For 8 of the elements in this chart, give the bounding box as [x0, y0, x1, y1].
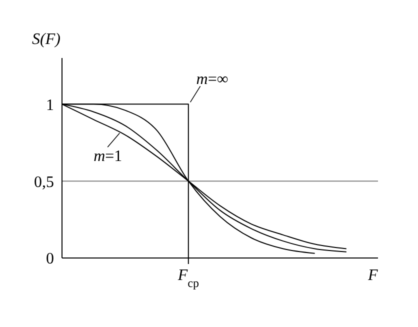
legend-label: m=1: [94, 148, 122, 166]
y-tick-label: 0: [46, 250, 54, 268]
y-tick-label: 0,5: [34, 174, 54, 191]
series-label: m=∞: [196, 71, 228, 88]
x-axis-title: F: [367, 267, 378, 284]
x-tick-label: F$_{cp}$: [176, 267, 199, 290]
y-axis-title: S(F): [32, 31, 60, 48]
y-tick-label: 1: [46, 96, 54, 114]
